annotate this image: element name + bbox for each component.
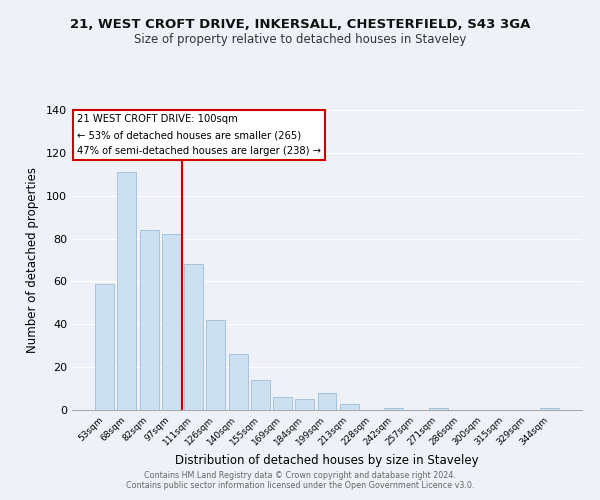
Text: 21 WEST CROFT DRIVE: 100sqm
← 53% of detached houses are smaller (265)
47% of se: 21 WEST CROFT DRIVE: 100sqm ← 53% of det… [77, 114, 321, 156]
Bar [184, 264, 203, 410]
Bar [340, 404, 359, 410]
X-axis label: Distribution of detached houses by size in Staveley: Distribution of detached houses by size … [175, 454, 479, 467]
Bar [295, 400, 314, 410]
Text: Contains public sector information licensed under the Open Government Licence v3: Contains public sector information licen… [126, 480, 474, 490]
Bar [95, 284, 114, 410]
Bar [317, 393, 337, 410]
Bar [540, 408, 559, 410]
Y-axis label: Number of detached properties: Number of detached properties [26, 167, 39, 353]
Text: Contains HM Land Registry data © Crown copyright and database right 2024.: Contains HM Land Registry data © Crown c… [144, 470, 456, 480]
Bar [162, 234, 181, 410]
Bar [118, 172, 136, 410]
Bar [251, 380, 270, 410]
Text: 21, WEST CROFT DRIVE, INKERSALL, CHESTERFIELD, S43 3GA: 21, WEST CROFT DRIVE, INKERSALL, CHESTER… [70, 18, 530, 30]
Bar [140, 230, 158, 410]
Text: Size of property relative to detached houses in Staveley: Size of property relative to detached ho… [134, 32, 466, 46]
Bar [229, 354, 248, 410]
Bar [429, 408, 448, 410]
Bar [384, 408, 403, 410]
Bar [206, 320, 225, 410]
Bar [273, 397, 292, 410]
